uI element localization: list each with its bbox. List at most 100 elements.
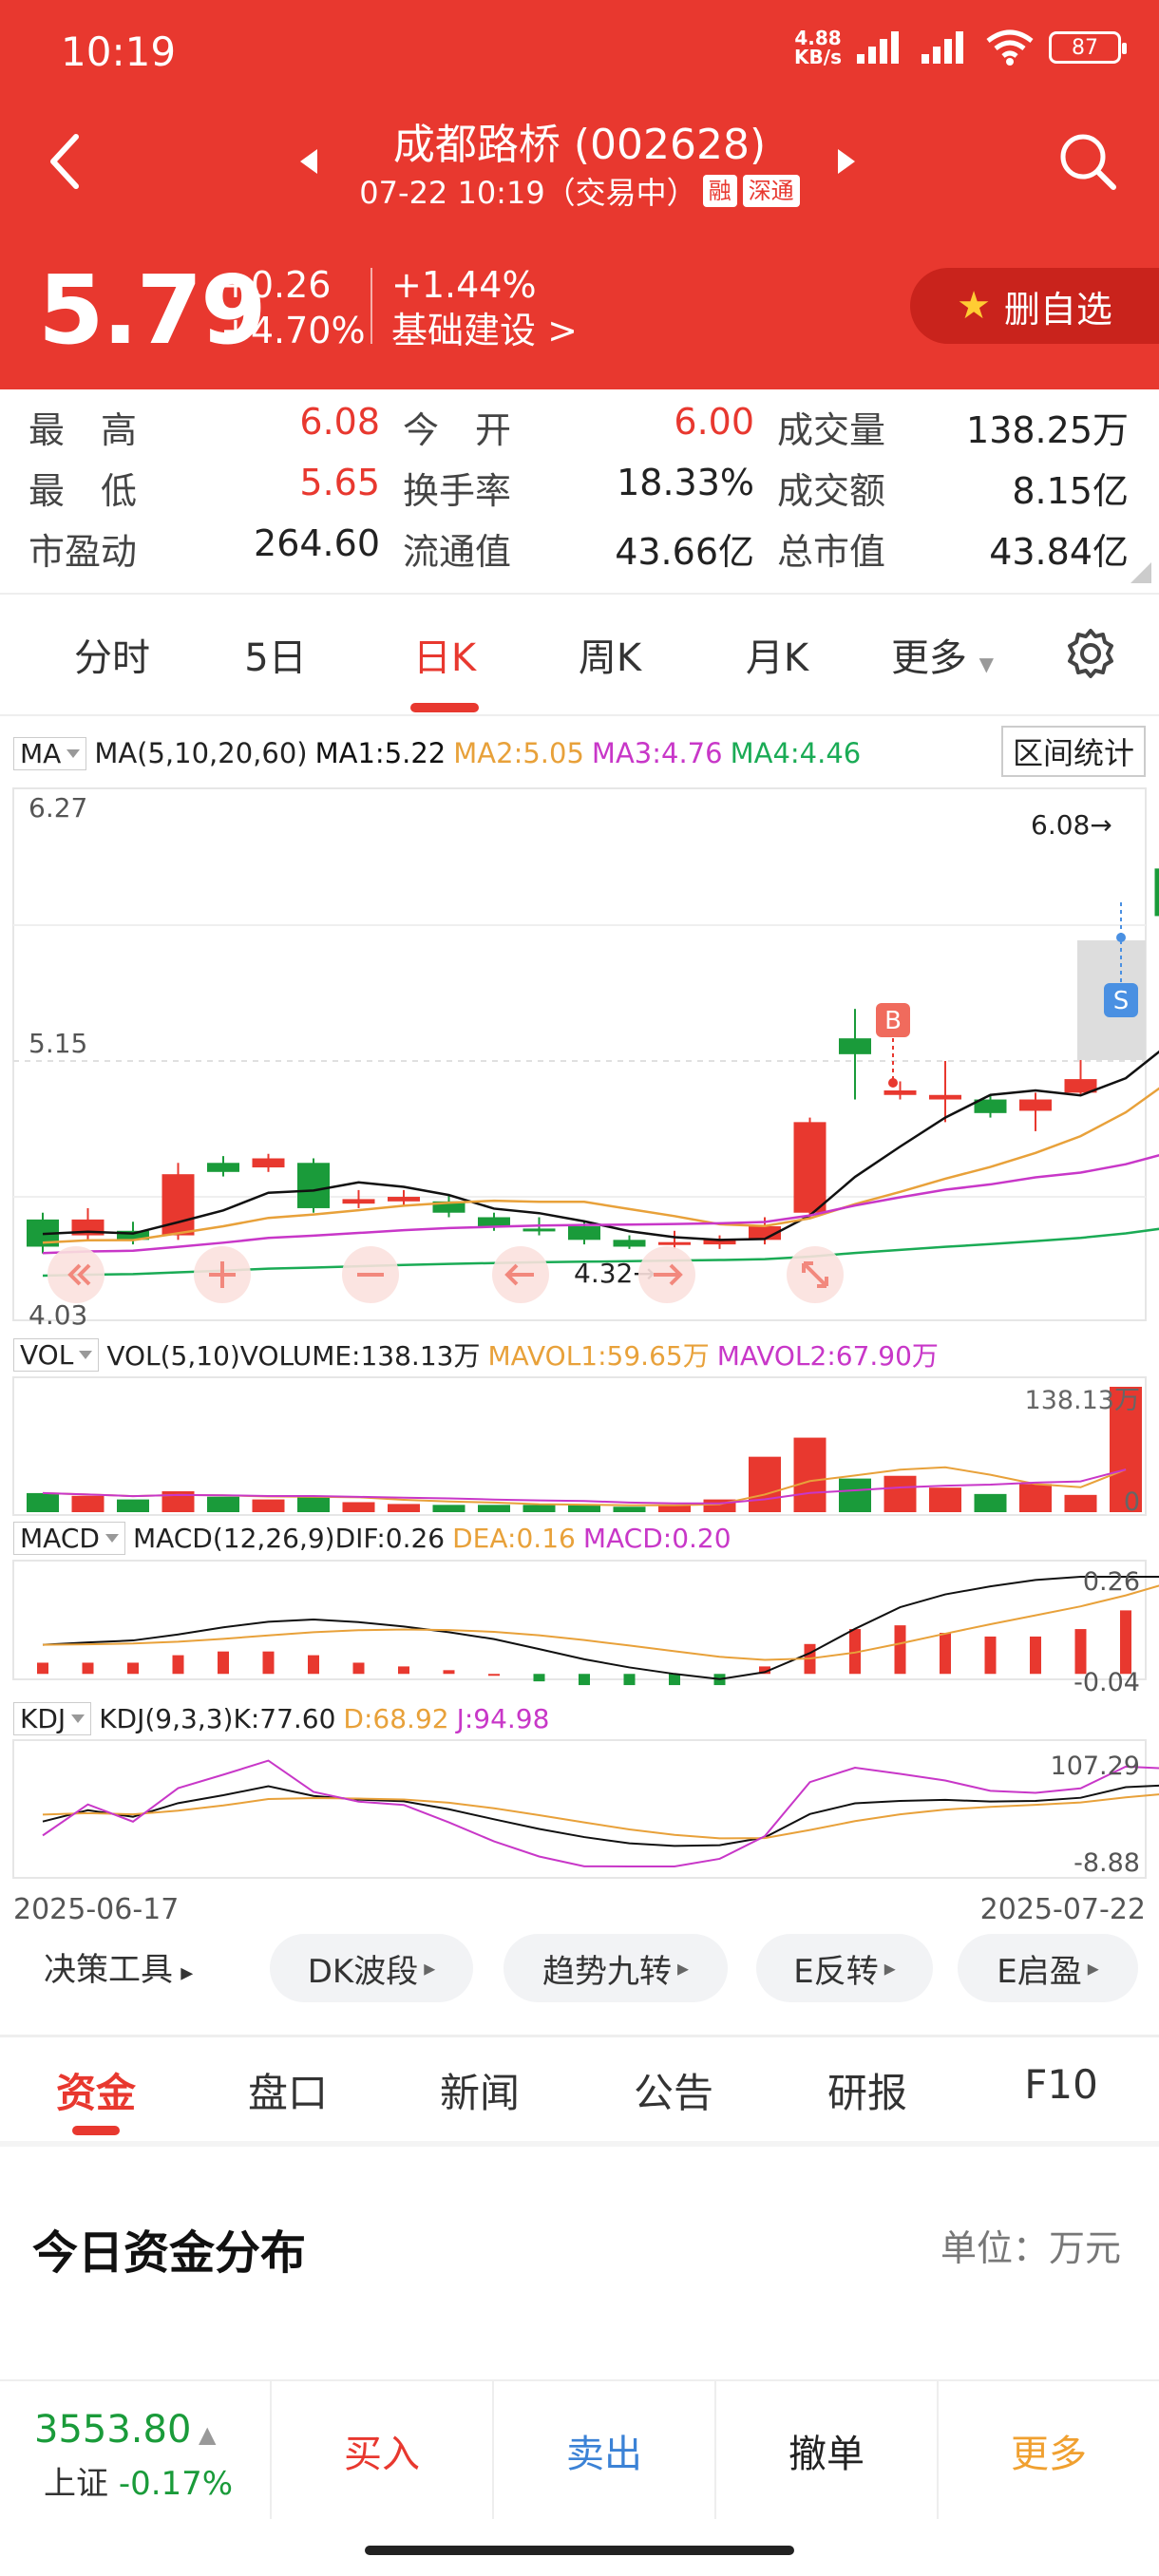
- decision-tools-button[interactable]: 决策工具: [44, 1943, 193, 1990]
- sector-link[interactable]: +1.44% 基础建设 >: [391, 262, 578, 353]
- sell-marker[interactable]: [1104, 983, 1138, 1017]
- ma-legend: MA MA(5,10,20,60) MA1:5.22 MA2:5.05 MA3:4…: [13, 731, 861, 775]
- sell-marker-dot: [1116, 933, 1126, 942]
- tab-weekly-k[interactable]: 周K: [578, 636, 642, 680]
- volume-bar: [297, 1496, 330, 1512]
- stat-amount: 成交额 8.15亿: [777, 462, 1129, 514]
- sell-marker-label: S: [1113, 987, 1130, 1015]
- macd-legend: MACD MACD(12,26,9)DIF:0.26 DEA:0.16 MACD…: [13, 1519, 732, 1557]
- tab-funds[interactable]: 资金: [55, 2070, 136, 2116]
- zoom-out-button[interactable]: [342, 1246, 399, 1303]
- tool-trend-nine[interactable]: 趋势九转: [504, 1934, 728, 2002]
- tab-order-book[interactable]: 盘口: [247, 2070, 328, 2116]
- vol-params: VOL(5,10)VOLUME:138.13万: [106, 1340, 481, 1372]
- macd-bar: [1074, 1629, 1087, 1675]
- next-stock-icon[interactable]: [832, 147, 861, 176]
- mavol1-line: [42, 1466, 1127, 1506]
- candle-body: [974, 1099, 1007, 1113]
- prev-stock-icon[interactable]: [294, 147, 323, 176]
- chevron-down-icon: [104, 1533, 119, 1543]
- volume-bar: [27, 1492, 59, 1512]
- tab-monthly-k[interactable]: 月K: [745, 636, 809, 680]
- macd-bar: [82, 1662, 94, 1675]
- kdj-selector[interactable]: KDJ: [13, 1701, 92, 1735]
- buy-marker[interactable]: [876, 1003, 910, 1037]
- candle-body: [297, 1163, 330, 1208]
- status-time: 10:19: [61, 28, 177, 75]
- network-speed: 4.88 KB/s: [794, 28, 842, 66]
- info-tabs: 资金 盘口 新闻 公告 研报 F10: [0, 2042, 1159, 2137]
- tab-news[interactable]: 新闻: [439, 2070, 520, 2116]
- cancel-order-button[interactable]: 撤单: [714, 2381, 937, 2519]
- more-button[interactable]: 更多: [937, 2381, 1159, 2519]
- mavol1-value: MAVOL1:59.65万: [487, 1340, 710, 1372]
- candle-body: [1064, 1079, 1097, 1093]
- tab-more-label: 更多: [890, 636, 967, 680]
- candle-body: [207, 1163, 239, 1172]
- macd-value: MACD:0.20: [582, 1522, 732, 1554]
- tool-e-reversal[interactable]: E反转: [756, 1934, 933, 2002]
- index-change: -0.17%: [118, 2465, 234, 2503]
- candle-body: [342, 1199, 375, 1204]
- ma-params: MA(5,10,20,60): [94, 737, 308, 769]
- volume-bar: [974, 1493, 1007, 1512]
- stat-label: 总市值: [777, 531, 886, 573]
- volume-bar: [793, 1437, 826, 1512]
- ma3-line: [42, 1154, 1159, 1255]
- stat-row: 市盈动 264.60 流通值 43.66亿 总市值 43.84亿: [0, 522, 1159, 583]
- volume-bars: [27, 1387, 1142, 1512]
- macd-bar: [940, 1633, 951, 1675]
- sell-button[interactable]: 卖出: [492, 2381, 714, 2519]
- stat-label: 最 高: [28, 409, 138, 451]
- tab-intraday[interactable]: 分时: [74, 636, 150, 680]
- volume-bar: [1019, 1484, 1052, 1512]
- ma-selector-label: MA: [20, 737, 62, 769]
- volume-bar: [749, 1456, 781, 1512]
- volume-bar: [252, 1499, 285, 1512]
- scroll-left-button[interactable]: [492, 1246, 549, 1303]
- range-stats-button[interactable]: 区间统计: [1000, 726, 1146, 777]
- macd-bar: [533, 1674, 545, 1682]
- ma4-value: MA4:4.46: [730, 737, 862, 769]
- stat-value: 18.33%: [617, 462, 754, 503]
- tab-announcements[interactable]: 公告: [633, 2070, 713, 2116]
- vol-selector[interactable]: VOL: [13, 1337, 100, 1372]
- stat-label: 流通值: [403, 531, 512, 573]
- sector-change: +1.44%: [391, 264, 537, 306]
- remove-favorite-button[interactable]: ★ 删自选: [910, 268, 1159, 344]
- scroll-left-fast-button[interactable]: [48, 1246, 104, 1303]
- tab-5day[interactable]: 5日: [244, 636, 307, 680]
- stat-float-cap: 流通值 43.66亿: [403, 522, 754, 575]
- gear-icon[interactable]: [1064, 627, 1117, 680]
- price-axis-top: 6.27: [28, 792, 87, 824]
- kline-chart[interactable]: 6.27 5.15 4.03 6.08→ 4.32→ B S 138.13万 0…: [0, 779, 1159, 1938]
- macd-selector[interactable]: MACD: [13, 1521, 125, 1555]
- candle-body: [929, 1094, 961, 1100]
- volume-bar: [929, 1487, 961, 1512]
- tool-dk-band[interactable]: DK波段: [270, 1934, 473, 2002]
- star-icon: ★: [957, 284, 991, 328]
- buy-marker-label: B: [884, 1007, 902, 1035]
- kdj-axis-top: 107.29: [1051, 1752, 1140, 1781]
- macd-bar: [579, 1674, 590, 1686]
- kdj-selector-label: KDJ: [20, 1702, 66, 1734]
- decision-tools: 决策工具 DK波段 趋势九转 E反转 E启盈: [0, 1934, 1159, 2010]
- tab-more[interactable]: 更多 ▼: [866, 627, 1018, 682]
- zoom-in-button[interactable]: [194, 1246, 251, 1303]
- tab-daily-k[interactable]: 日K: [412, 636, 477, 680]
- tool-e-profit[interactable]: E启盈: [958, 1934, 1138, 2002]
- arrow-right-icon: [654, 1263, 683, 1286]
- macd-bar: [623, 1674, 636, 1686]
- search-icon[interactable]: [1054, 128, 1121, 195]
- scroll-right-button[interactable]: [638, 1246, 695, 1303]
- chevron-down-icon: ▼: [978, 653, 995, 675]
- back-arrow-icon[interactable]: [38, 123, 95, 199]
- margin-tag: 融: [702, 175, 737, 207]
- ma-selector[interactable]: MA: [13, 736, 87, 770]
- kdj-k-line: [42, 1784, 1159, 1847]
- tab-f10[interactable]: F10: [1024, 2061, 1098, 2108]
- fullscreen-button[interactable]: [787, 1246, 844, 1303]
- buy-button[interactable]: 买入: [270, 2381, 492, 2519]
- tab-research[interactable]: 研报: [826, 2070, 907, 2116]
- expand-corner-icon[interactable]: [1130, 562, 1151, 583]
